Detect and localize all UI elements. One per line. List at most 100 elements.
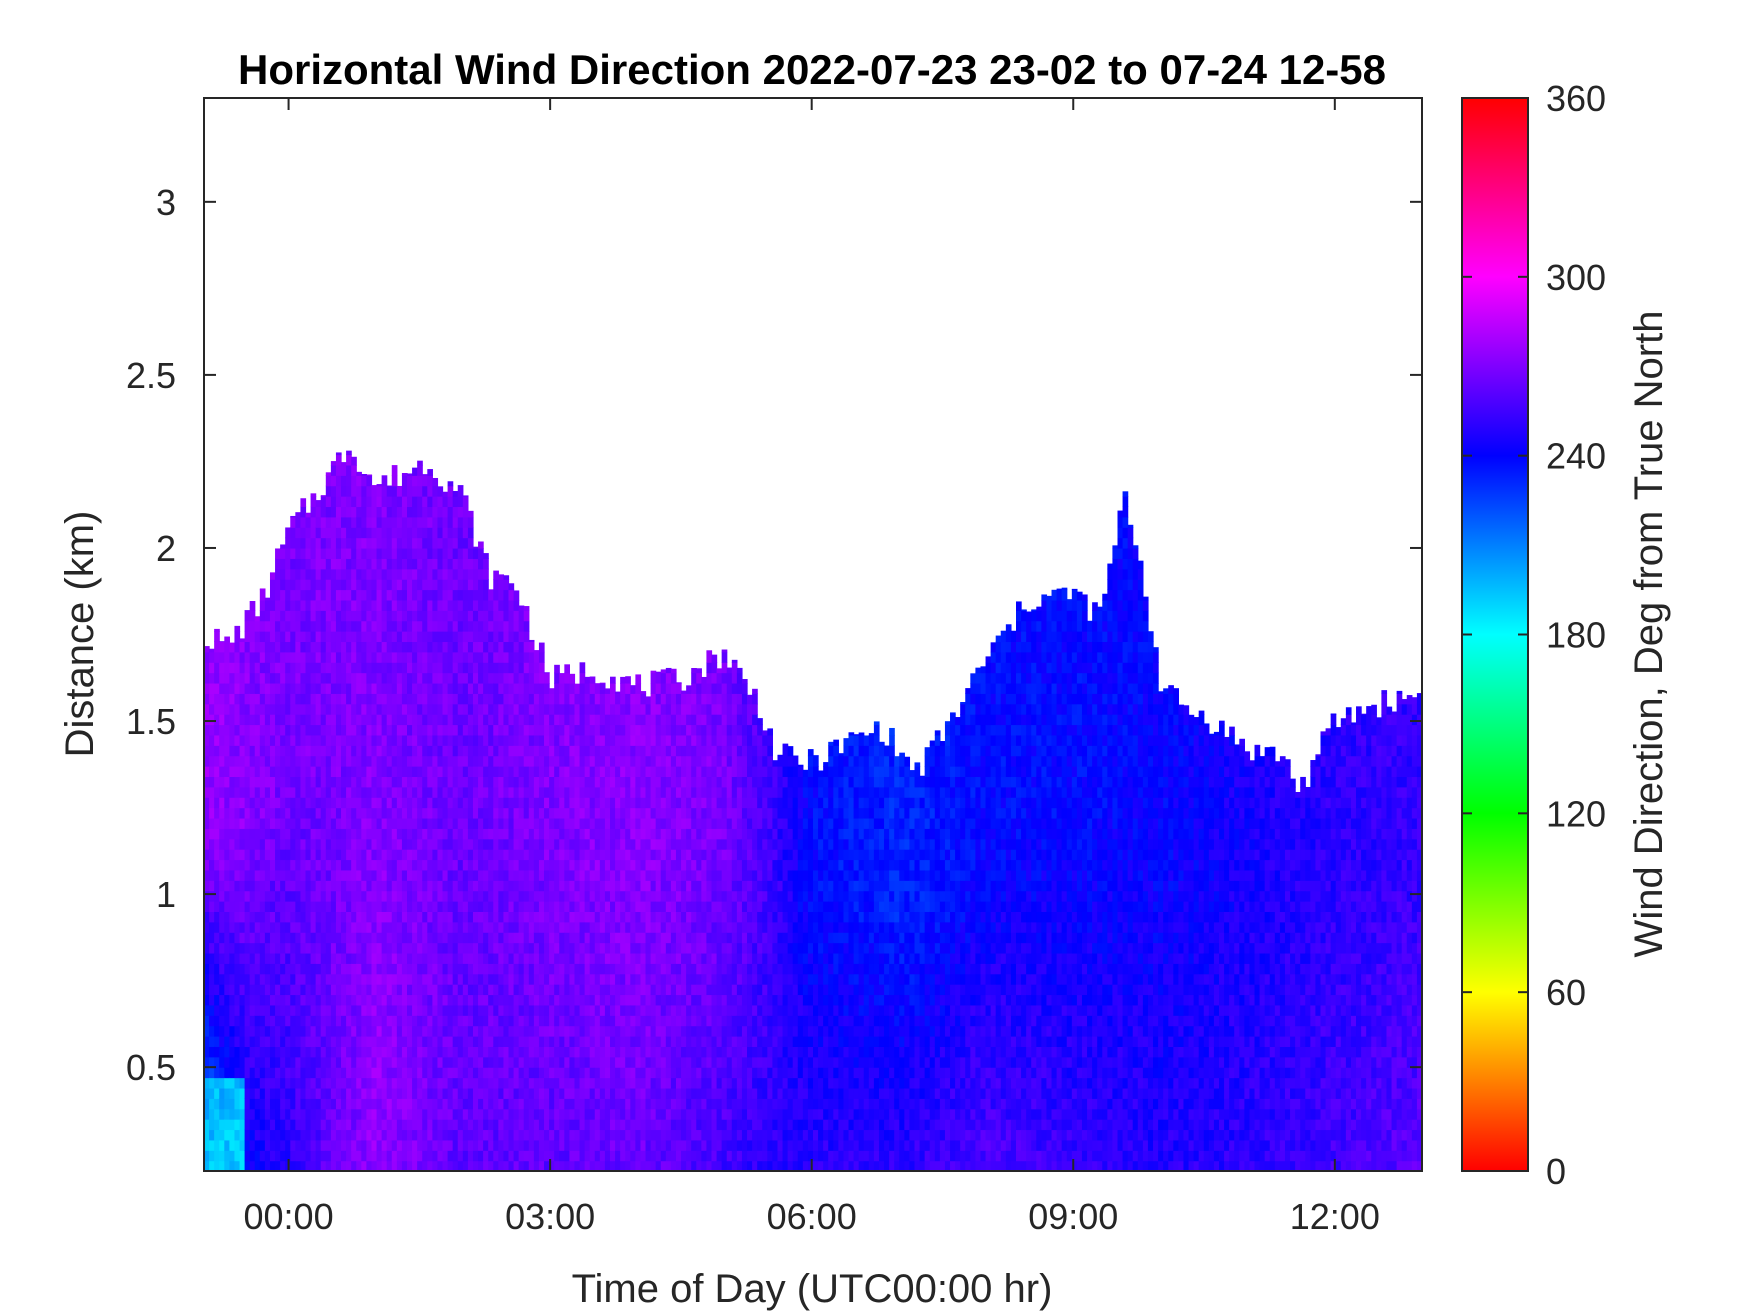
heatmap-cell [209, 724, 215, 736]
heatmap-cell [285, 1046, 291, 1058]
heatmap-cell [335, 838, 342, 850]
heatmap-cell [239, 786, 246, 798]
heatmap-cell [330, 693, 337, 705]
heatmap-cell [584, 963, 591, 975]
heatmap-cell [478, 1067, 484, 1079]
heatmap-cell [503, 1129, 510, 1141]
heatmap-cell [508, 703, 515, 715]
heatmap-cell [508, 589, 515, 601]
heatmap-cell [422, 921, 428, 933]
heatmap-cell [574, 745, 581, 757]
heatmap-cell [615, 901, 621, 912]
heatmap-cell [285, 641, 291, 653]
heatmap-cell [533, 838, 540, 850]
heatmap-cell [508, 682, 515, 694]
heatmap-cell [366, 766, 373, 778]
heatmap-cell [422, 599, 428, 611]
heatmap-cell [599, 734, 606, 746]
heatmap-cell [538, 963, 545, 975]
heatmap-cell [285, 682, 291, 694]
heatmap-cell [447, 1015, 454, 1027]
heatmap-cell [447, 1129, 454, 1141]
heatmap-cell [584, 766, 591, 778]
heatmap-cell [462, 880, 469, 892]
heatmap-cell [625, 1150, 631, 1162]
heatmap-cell [589, 734, 596, 746]
heatmap-cell [254, 672, 261, 684]
heatmap-cell [493, 589, 499, 601]
heatmap-cell [361, 1015, 367, 1027]
heatmap-cell [209, 1108, 215, 1120]
heatmap-cell [381, 1056, 388, 1068]
heatmap-cell [259, 1015, 266, 1027]
heatmap-cell [407, 1087, 413, 1099]
heatmap-cell [615, 766, 621, 778]
heatmap-cell [574, 859, 581, 871]
heatmap-cell [356, 942, 362, 954]
heatmap-cell [604, 817, 611, 829]
heatmap-cell [315, 682, 322, 694]
heatmap-cell [452, 828, 459, 840]
heatmap-cell [467, 921, 474, 933]
heatmap-cell [290, 579, 296, 591]
heatmap-cell [610, 1119, 616, 1131]
heatmap-cell [407, 527, 413, 539]
heatmap-cell [488, 807, 494, 819]
heatmap-cell [244, 1098, 251, 1110]
heatmap-cell [503, 682, 510, 694]
heatmap-cell [417, 682, 423, 694]
heatmap-cell [564, 1150, 570, 1162]
heatmap-cell [544, 828, 550, 840]
heatmap-cell [625, 724, 631, 736]
heatmap-cell [305, 973, 312, 985]
heatmap-cell [615, 869, 621, 881]
heatmap-cell [229, 755, 236, 767]
heatmap-cell [564, 1056, 570, 1068]
heatmap-cell [264, 1004, 271, 1016]
heatmap-cell [569, 1129, 576, 1141]
heatmap-cell [295, 527, 302, 539]
heatmap-cell [422, 1160, 428, 1172]
heatmap-cell [412, 869, 418, 881]
heatmap-cell [452, 1119, 459, 1131]
heatmap-cell [325, 932, 332, 944]
heatmap-cell [620, 1056, 626, 1068]
heatmap-cell [630, 1119, 636, 1131]
heatmap-cell [259, 921, 266, 933]
heatmap-cell [305, 599, 312, 611]
heatmap-cell [275, 942, 281, 954]
heatmap-cell [204, 1139, 210, 1151]
heatmap-cell [346, 734, 352, 746]
heatmap-cell [427, 693, 433, 705]
heatmap-cell [325, 682, 332, 694]
heatmap-cell [386, 1015, 393, 1027]
heatmap-cell [351, 1098, 357, 1110]
heatmap-cell [569, 745, 576, 757]
heatmap-cell [371, 1046, 378, 1058]
heatmap-cell [280, 921, 286, 933]
heatmap-cell [381, 662, 388, 674]
heatmap-cell [437, 734, 444, 746]
heatmap-cell [376, 1046, 383, 1058]
heatmap-cell [493, 620, 499, 632]
heatmap-cell [447, 807, 454, 819]
heatmap-cell [264, 631, 271, 643]
heatmap-cell [452, 921, 459, 933]
heatmap-cell [427, 869, 433, 881]
heatmap-cell [427, 682, 433, 694]
heatmap-cell [315, 631, 322, 643]
heatmap-cell [569, 807, 576, 819]
heatmap-cell [315, 1129, 322, 1141]
heatmap-cell [559, 817, 565, 829]
heatmap-cell [467, 766, 474, 778]
heatmap-cell [249, 662, 256, 674]
heatmap-cell [234, 817, 241, 829]
heatmap-cell [518, 662, 525, 674]
heatmap-cell [305, 1015, 312, 1027]
heatmap-cell [447, 869, 454, 881]
heatmap-cell [437, 849, 444, 861]
heatmap-cell [462, 610, 469, 622]
heatmap-cell [513, 631, 520, 643]
heatmap-cell [427, 1150, 433, 1162]
heatmap-cell [437, 984, 444, 996]
